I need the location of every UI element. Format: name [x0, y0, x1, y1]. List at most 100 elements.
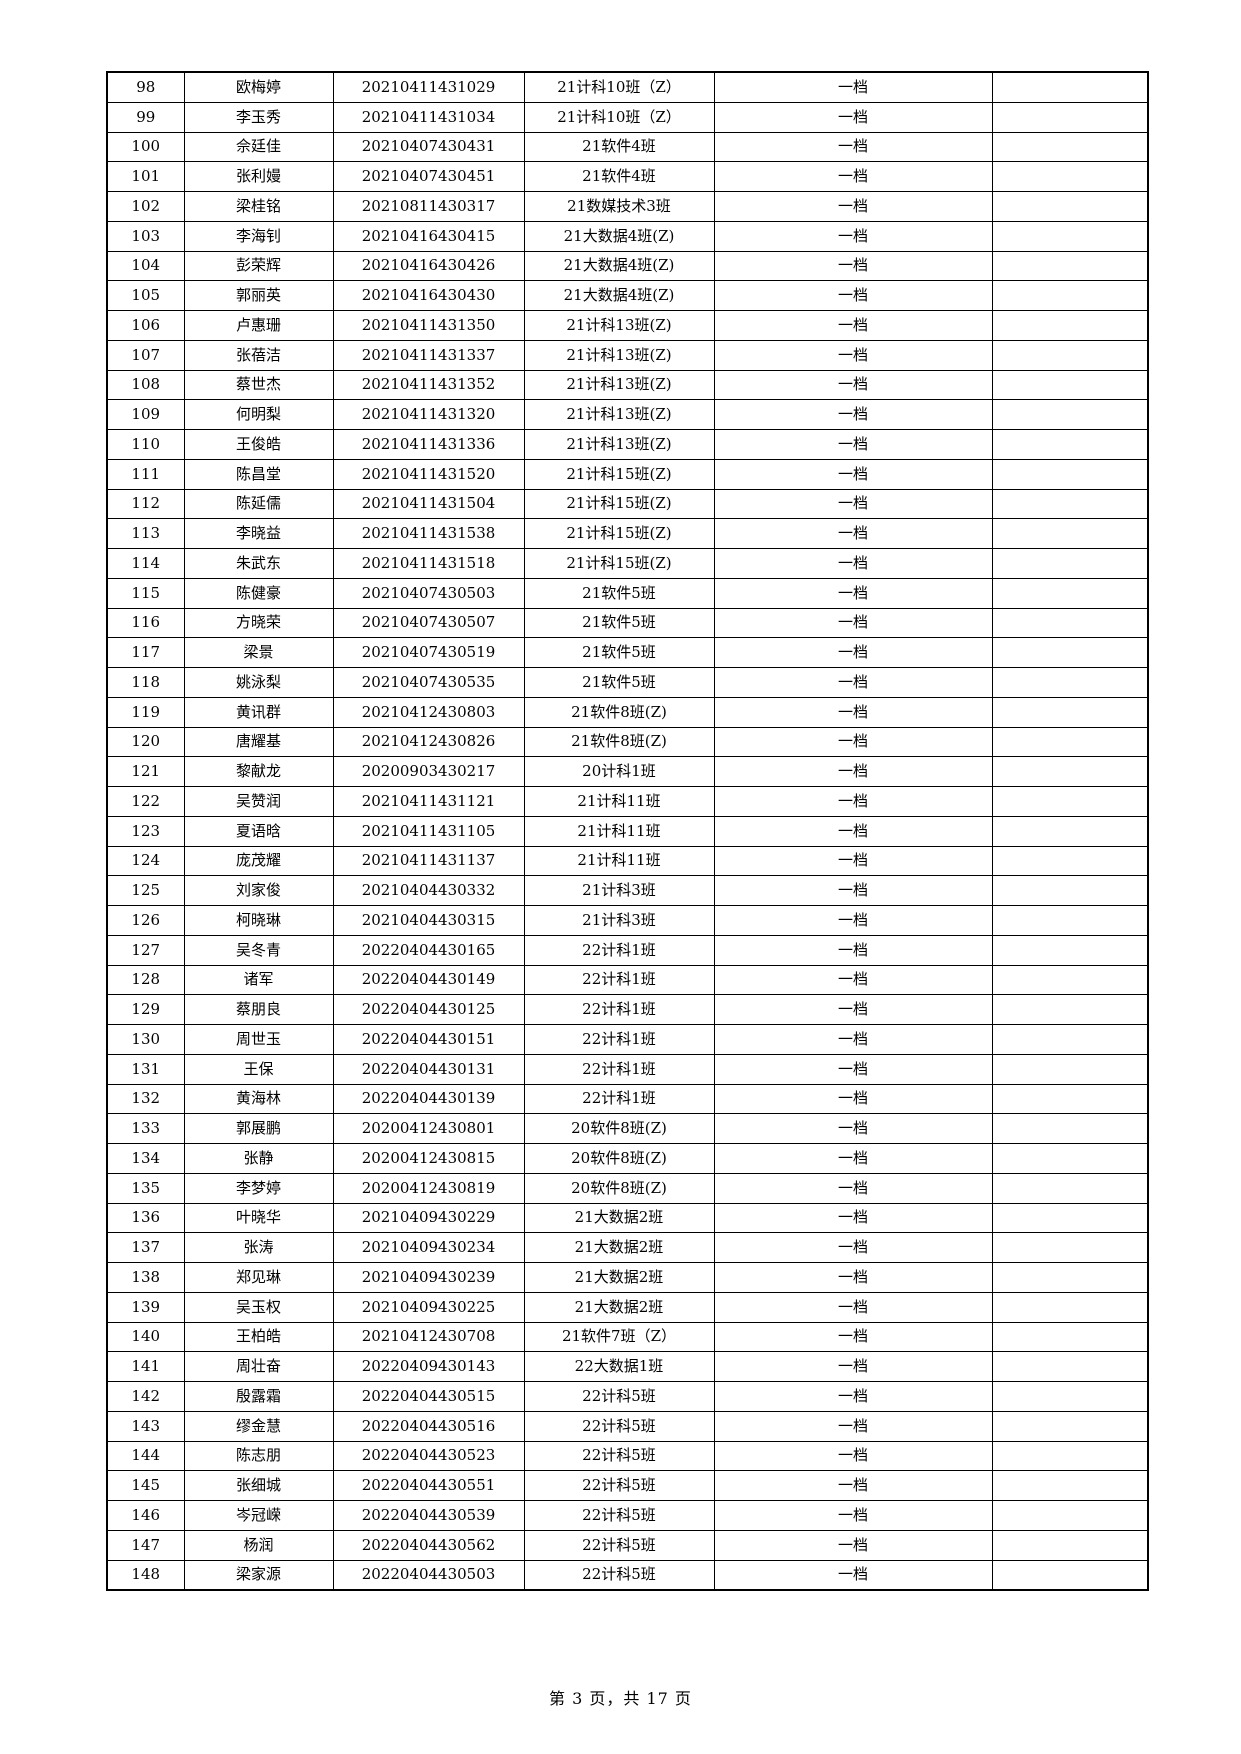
student-name-cell: 梁桂铭	[183, 191, 334, 222]
table-row: 117 梁景 20210407430519 21软件5班 一档	[106, 637, 1149, 668]
level-cell: 一档	[713, 1143, 993, 1174]
level-cell: 一档	[713, 1291, 993, 1323]
level-cell: 一档	[713, 1351, 993, 1382]
student-id-cell: 20210407430507	[332, 607, 525, 639]
student-id-cell: 20220404430165	[332, 934, 525, 966]
row-number-cell: 103	[106, 220, 185, 252]
row-number-cell: 124	[106, 845, 185, 877]
student-id-cell: 20210411431350	[332, 310, 525, 341]
remark-cell	[991, 518, 1149, 549]
class-name-cell: 21软件5班	[523, 577, 715, 609]
student-name-cell: 黄海林	[183, 1083, 334, 1115]
student-name-cell: 庞茂耀	[183, 845, 334, 877]
table-row: 101 张利嫚 20210407430451 21软件4班 一档	[106, 161, 1149, 192]
student-name-cell: 李海钊	[183, 220, 334, 252]
student-name-cell: 柯晓琳	[183, 905, 334, 936]
remark-cell	[991, 310, 1149, 341]
student-id-cell: 20210411431137	[332, 845, 525, 877]
level-cell: 一档	[713, 101, 993, 133]
class-name-cell: 21大数据2班	[523, 1262, 715, 1293]
student-id-cell: 20210407430519	[332, 637, 525, 668]
remark-cell	[991, 845, 1149, 877]
row-number-cell: 143	[106, 1410, 185, 1442]
student-name-cell: 陈延儒	[183, 488, 334, 520]
remark-cell	[991, 905, 1149, 936]
student-name-cell: 陈昌堂	[183, 458, 334, 490]
table-row: 120 唐耀基 20210412430826 21软件8班(Z) 一档	[106, 726, 1149, 758]
student-id-cell: 20200903430217	[332, 756, 525, 787]
class-name-cell: 21计科13班(Z)	[523, 429, 715, 460]
class-name-cell: 20软件8班(Z)	[523, 1143, 715, 1174]
table-row: 132 黄海林 20220404430139 22计科1班 一档	[106, 1083, 1149, 1115]
class-name-cell: 21大数据4班(Z)	[523, 220, 715, 252]
student-id-cell: 20210811430317	[332, 191, 525, 222]
table-row: 143 缪金慧 20220404430516 22计科5班 一档	[106, 1410, 1149, 1442]
class-name-cell: 21软件8班(Z)	[523, 726, 715, 758]
remark-cell	[991, 875, 1149, 906]
class-name-cell: 21软件8班(Z)	[523, 696, 715, 728]
row-number-cell: 114	[106, 548, 185, 579]
row-number-cell: 145	[106, 1470, 185, 1501]
class-name-cell: 22计科5班	[523, 1559, 715, 1591]
remark-cell	[991, 964, 1149, 996]
student-id-cell: 20220404430503	[332, 1559, 525, 1591]
class-name-cell: 20软件8班(Z)	[523, 1113, 715, 1144]
remark-cell	[991, 458, 1149, 490]
row-number-cell: 141	[106, 1351, 185, 1382]
student-name-cell: 吴赞润	[183, 786, 334, 817]
level-cell: 一档	[713, 220, 993, 252]
row-number-cell: 131	[106, 1053, 185, 1085]
class-name-cell: 21计科15班(Z)	[523, 458, 715, 490]
row-number-cell: 106	[106, 310, 185, 341]
student-id-cell: 20210416430415	[332, 220, 525, 252]
student-name-cell: 卢惠珊	[183, 310, 334, 341]
student-id-cell: 20210409430239	[332, 1262, 525, 1293]
remark-cell	[991, 250, 1149, 282]
student-id-cell: 20220404430515	[332, 1381, 525, 1412]
student-id-cell: 20210407430431	[332, 131, 525, 163]
table-row: 99 李玉秀 20210411431034 21计科10班（Z） 一档	[106, 101, 1149, 133]
table-row: 105 郭丽英 20210416430430 21大数据4班(Z) 一档	[106, 280, 1149, 311]
table-row: 130 周世玉 20220404430151 22计科1班 一档	[106, 1024, 1149, 1055]
student-id-cell: 20210407430503	[332, 577, 525, 609]
level-cell: 一档	[713, 161, 993, 192]
table-row: 125 刘家俊 20210404430332 21计科3班 一档	[106, 875, 1149, 906]
table-row: 102 梁桂铭 20210811430317 21数媒技术3班 一档	[106, 191, 1149, 222]
remark-cell	[991, 548, 1149, 579]
table-row: 104 彭荣辉 20210416430426 21大数据4班(Z) 一档	[106, 250, 1149, 282]
row-number-cell: 119	[106, 696, 185, 728]
table-row: 124 庞茂耀 20210411431137 21计科11班 一档	[106, 845, 1149, 877]
remark-cell	[991, 1113, 1149, 1144]
table-row: 144 陈志朋 20220404430523 22计科5班 一档	[106, 1440, 1149, 1472]
student-name-cell: 郭丽英	[183, 280, 334, 311]
row-number-cell: 136	[106, 1202, 185, 1234]
table-row: 111 陈昌堂 20210411431520 21计科15班(Z) 一档	[106, 458, 1149, 490]
student-name-cell: 佘廷佳	[183, 131, 334, 163]
remark-cell	[991, 339, 1149, 371]
table-row: 138 郑见琳 20210409430239 21大数据2班 一档	[106, 1262, 1149, 1293]
table-row: 123 夏语晗 20210411431105 21计科11班 一档	[106, 815, 1149, 847]
table-row: 121 黎献龙 20200903430217 20计科1班 一档	[106, 756, 1149, 787]
student-id-cell: 20220409430143	[332, 1351, 525, 1382]
level-cell: 一档	[713, 905, 993, 936]
remark-cell	[991, 1500, 1149, 1531]
student-name-cell: 朱武东	[183, 548, 334, 579]
level-cell: 一档	[713, 1202, 993, 1234]
table-row: 114 朱武东 20210411431518 21计科15班(Z) 一档	[106, 548, 1149, 579]
row-number-cell: 110	[106, 429, 185, 460]
level-cell: 一档	[713, 637, 993, 668]
student-name-cell: 陈志朋	[183, 1440, 334, 1472]
class-name-cell: 22计科1班	[523, 934, 715, 966]
class-name-cell: 20计科1班	[523, 756, 715, 787]
student-name-cell: 吴冬青	[183, 934, 334, 966]
remark-cell	[991, 1381, 1149, 1412]
row-number-cell: 125	[106, 875, 185, 906]
class-name-cell: 21计科13班(Z)	[523, 339, 715, 371]
row-number-cell: 137	[106, 1232, 185, 1263]
level-cell: 一档	[713, 250, 993, 282]
row-number-cell: 140	[106, 1321, 185, 1353]
level-cell: 一档	[713, 994, 993, 1025]
page-footer: 第 3 页，共 17 页	[549, 1689, 692, 1708]
class-name-cell: 22计科5班	[523, 1440, 715, 1472]
remark-cell	[991, 220, 1149, 252]
